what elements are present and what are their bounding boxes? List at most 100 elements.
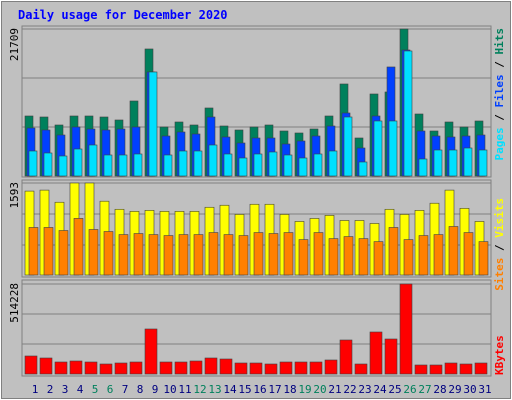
legend-separator: /: [493, 55, 506, 75]
x-tick-label: 28: [433, 383, 446, 396]
bar: [369, 331, 383, 375]
bar: [84, 361, 98, 375]
x-tick-label: 26: [403, 383, 416, 396]
bar: [208, 144, 218, 177]
x-tick-label: 16: [253, 383, 266, 396]
bar: [388, 227, 399, 276]
bar: [253, 153, 263, 177]
bar: [444, 362, 458, 375]
bar: [133, 153, 143, 177]
bar: [403, 50, 413, 177]
bar: [174, 361, 188, 375]
x-tick-label: 31: [478, 383, 491, 396]
bar: [474, 362, 488, 375]
bar: [459, 363, 473, 375]
bar: [373, 241, 384, 276]
bar: [28, 227, 39, 276]
bar: [238, 157, 248, 177]
bar: [384, 338, 398, 375]
legend-entry: Visits: [493, 198, 506, 238]
bar: [328, 238, 339, 276]
x-tick-label: 23: [358, 383, 371, 396]
bar: [414, 364, 428, 375]
x-tick-label: 11: [178, 383, 191, 396]
legend-entry: Hits: [493, 28, 506, 55]
bar: [433, 149, 443, 177]
bar: [159, 361, 173, 375]
bar: [309, 361, 323, 375]
x-tick-label: 27: [418, 383, 431, 396]
bar: [114, 362, 128, 375]
bar: [418, 235, 429, 276]
x-tick-label: 21: [328, 383, 341, 396]
bar: [448, 226, 459, 276]
y-tick-label: 1593: [8, 182, 21, 209]
bar: [388, 120, 398, 177]
legend-separator: /: [493, 108, 506, 128]
bar: [88, 144, 98, 177]
x-tick-label: 20: [313, 383, 326, 396]
bar: [148, 71, 158, 177]
legend: Sites / Visits: [493, 198, 506, 291]
bar: [279, 361, 293, 375]
bar: [448, 149, 458, 177]
bar: [373, 120, 383, 177]
chart-title: Daily usage for December 2020: [18, 8, 228, 22]
x-tick-label: 22: [343, 383, 356, 396]
bar: [144, 328, 158, 375]
legend-entry: KBytes: [493, 335, 506, 375]
bar: [283, 232, 294, 276]
x-tick-label: 29: [448, 383, 461, 396]
bar: [268, 233, 279, 276]
bar: [429, 364, 443, 375]
x-tick-label: 12: [193, 383, 206, 396]
bar: [354, 363, 368, 375]
x-tick-label: 19: [298, 383, 311, 396]
bar: [399, 283, 413, 375]
x-tick-label: 1: [32, 383, 39, 396]
bar: [133, 233, 144, 276]
bar: [69, 360, 83, 375]
bar: [28, 150, 38, 177]
bar: [313, 232, 324, 276]
bar: [24, 355, 38, 375]
bar: [418, 158, 428, 177]
bar: [343, 116, 353, 177]
bar: [189, 360, 203, 375]
legend: Pages / Files / Hits: [493, 28, 506, 161]
bar: [103, 231, 114, 276]
x-tick-label: 13: [208, 383, 221, 396]
x-tick-label: 25: [388, 383, 401, 396]
bar: [433, 234, 444, 276]
bar: [403, 239, 414, 276]
bar: [39, 357, 53, 375]
bar: [463, 147, 473, 177]
bar: [58, 230, 69, 276]
bar: [223, 153, 233, 177]
bar: [339, 339, 353, 375]
bar: [208, 232, 219, 276]
bar: [234, 362, 248, 375]
x-tick-label: 4: [77, 383, 84, 396]
bar: [268, 151, 278, 177]
bar: [223, 234, 234, 276]
bar: [129, 361, 143, 375]
bar: [148, 234, 159, 276]
legend-entry: Sites: [493, 258, 506, 291]
bar: [324, 359, 338, 375]
bar: [58, 155, 68, 177]
bar: [178, 150, 188, 177]
bar: [298, 239, 309, 276]
x-tick-label: 5: [92, 383, 99, 396]
legend-entry: Files: [493, 74, 506, 107]
x-tick-label: 18: [283, 383, 296, 396]
bar: [238, 235, 249, 276]
x-tick-label: 24: [373, 383, 387, 396]
bar: [73, 218, 84, 276]
x-tick-label: 6: [107, 383, 114, 396]
bar: [313, 153, 323, 177]
bar: [283, 154, 293, 177]
bar: [343, 236, 354, 276]
